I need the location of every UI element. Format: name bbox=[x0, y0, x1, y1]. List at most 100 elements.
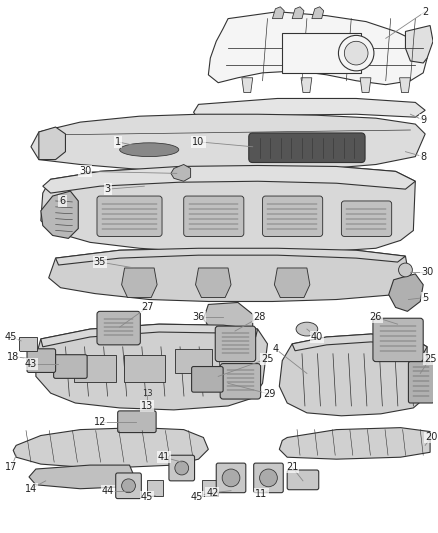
FancyBboxPatch shape bbox=[262, 196, 323, 237]
Text: 40: 40 bbox=[311, 332, 323, 342]
Text: 36: 36 bbox=[192, 312, 205, 322]
Bar bbox=[147, 480, 163, 496]
Polygon shape bbox=[13, 427, 208, 467]
Polygon shape bbox=[195, 268, 231, 297]
Text: 17: 17 bbox=[5, 462, 18, 472]
Polygon shape bbox=[406, 26, 433, 63]
Text: 11: 11 bbox=[255, 489, 268, 499]
Text: 41: 41 bbox=[158, 452, 170, 462]
Text: 35: 35 bbox=[94, 257, 106, 267]
Polygon shape bbox=[41, 191, 78, 238]
Polygon shape bbox=[39, 127, 65, 159]
Circle shape bbox=[344, 41, 368, 65]
FancyBboxPatch shape bbox=[184, 196, 244, 237]
FancyBboxPatch shape bbox=[27, 349, 56, 373]
FancyBboxPatch shape bbox=[373, 318, 423, 361]
FancyBboxPatch shape bbox=[249, 133, 365, 163]
Polygon shape bbox=[208, 12, 427, 85]
Text: 2: 2 bbox=[422, 7, 428, 17]
Text: 26: 26 bbox=[370, 312, 382, 322]
FancyBboxPatch shape bbox=[215, 326, 256, 361]
FancyBboxPatch shape bbox=[408, 361, 434, 403]
Circle shape bbox=[122, 479, 135, 492]
FancyBboxPatch shape bbox=[97, 311, 140, 345]
Text: 12: 12 bbox=[94, 417, 106, 427]
Polygon shape bbox=[194, 99, 425, 119]
Text: 28: 28 bbox=[254, 312, 266, 322]
Polygon shape bbox=[279, 427, 430, 459]
Text: 45: 45 bbox=[5, 332, 18, 342]
FancyBboxPatch shape bbox=[287, 470, 319, 490]
Bar bbox=[74, 354, 116, 382]
Bar bbox=[19, 337, 37, 351]
Polygon shape bbox=[29, 465, 134, 489]
Text: 18: 18 bbox=[7, 352, 19, 362]
Polygon shape bbox=[203, 302, 253, 334]
Text: 8: 8 bbox=[420, 151, 426, 161]
Text: 20: 20 bbox=[425, 432, 437, 442]
Polygon shape bbox=[122, 268, 157, 297]
Polygon shape bbox=[31, 114, 425, 172]
Polygon shape bbox=[43, 165, 415, 193]
FancyBboxPatch shape bbox=[118, 411, 156, 433]
Polygon shape bbox=[56, 248, 406, 265]
Bar bbox=[282, 34, 361, 73]
Text: 14: 14 bbox=[25, 484, 37, 494]
Polygon shape bbox=[301, 78, 312, 93]
Text: 21: 21 bbox=[286, 462, 298, 472]
Circle shape bbox=[399, 263, 412, 277]
FancyBboxPatch shape bbox=[341, 201, 392, 237]
Text: 45: 45 bbox=[141, 491, 153, 502]
Text: 25: 25 bbox=[424, 354, 436, 364]
Text: 5: 5 bbox=[422, 293, 428, 303]
Text: 13: 13 bbox=[142, 389, 152, 398]
Circle shape bbox=[339, 35, 374, 71]
Polygon shape bbox=[279, 334, 427, 416]
Bar bbox=[202, 480, 218, 496]
Polygon shape bbox=[272, 7, 284, 19]
Bar bbox=[175, 349, 212, 374]
Text: 25: 25 bbox=[261, 354, 274, 364]
Polygon shape bbox=[49, 248, 410, 302]
FancyBboxPatch shape bbox=[220, 364, 261, 399]
Polygon shape bbox=[312, 7, 324, 19]
Text: 29: 29 bbox=[263, 389, 276, 399]
Polygon shape bbox=[292, 7, 304, 19]
Bar bbox=[124, 354, 165, 382]
Polygon shape bbox=[274, 268, 310, 297]
Text: 10: 10 bbox=[192, 137, 205, 147]
Polygon shape bbox=[41, 165, 415, 254]
Text: 44: 44 bbox=[102, 486, 114, 496]
Circle shape bbox=[260, 469, 277, 487]
FancyBboxPatch shape bbox=[53, 354, 87, 378]
Polygon shape bbox=[360, 78, 371, 93]
FancyBboxPatch shape bbox=[191, 367, 223, 392]
FancyBboxPatch shape bbox=[216, 463, 246, 492]
Polygon shape bbox=[399, 78, 410, 93]
Text: 1: 1 bbox=[115, 137, 121, 147]
Text: 3: 3 bbox=[105, 184, 111, 194]
Polygon shape bbox=[242, 78, 253, 93]
FancyBboxPatch shape bbox=[254, 463, 283, 492]
Text: 43: 43 bbox=[25, 359, 37, 369]
Polygon shape bbox=[36, 324, 268, 410]
FancyBboxPatch shape bbox=[97, 196, 162, 237]
Polygon shape bbox=[389, 274, 423, 311]
Text: 4: 4 bbox=[272, 344, 279, 354]
Text: 30: 30 bbox=[421, 267, 433, 277]
Text: 9: 9 bbox=[420, 115, 426, 125]
Text: 6: 6 bbox=[60, 196, 66, 206]
Polygon shape bbox=[171, 165, 191, 181]
Text: 27: 27 bbox=[141, 302, 153, 312]
FancyBboxPatch shape bbox=[169, 455, 194, 481]
Ellipse shape bbox=[120, 143, 179, 157]
Polygon shape bbox=[41, 324, 258, 347]
Text: 13: 13 bbox=[141, 401, 153, 411]
Circle shape bbox=[222, 469, 240, 487]
Text: 30: 30 bbox=[79, 166, 91, 176]
Ellipse shape bbox=[296, 322, 318, 336]
Text: 42: 42 bbox=[206, 488, 219, 498]
FancyBboxPatch shape bbox=[116, 473, 141, 498]
Circle shape bbox=[175, 461, 189, 475]
Polygon shape bbox=[292, 334, 427, 354]
